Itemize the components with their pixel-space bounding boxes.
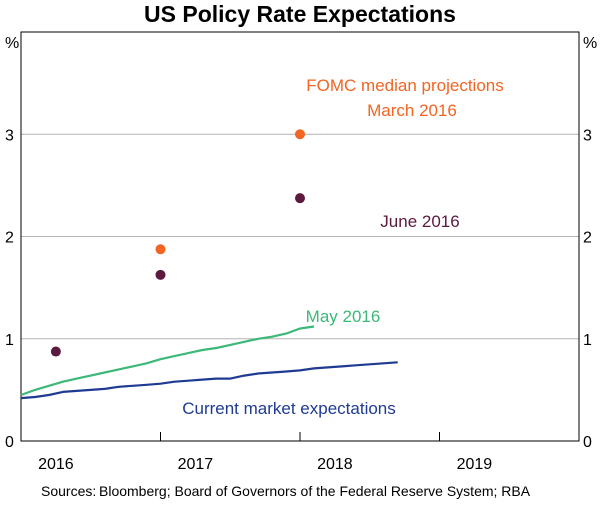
y-tick-label-left: 0 bbox=[5, 434, 14, 451]
annotation-label: May 2016 bbox=[306, 307, 381, 326]
gridlines bbox=[21, 133, 579, 441]
y-tick-label-left: 1 bbox=[5, 332, 14, 349]
chart-title: US Policy Rate Expectations bbox=[144, 1, 456, 27]
x-tick-label: 2016 bbox=[38, 456, 74, 473]
y-tick-label-left: 3 bbox=[5, 127, 14, 144]
series-line bbox=[20, 325, 315, 397]
annotation-label: Current market expectations bbox=[182, 399, 396, 418]
x-tick-label: 2017 bbox=[178, 456, 214, 473]
y-tick-label-right: 1 bbox=[583, 332, 592, 349]
series-point bbox=[295, 193, 305, 204]
y-unit-left: % bbox=[5, 35, 19, 52]
sources-note: Sources: Bloomberg; Board of Governors of… bbox=[41, 483, 561, 500]
sources-text: Bloomberg; Board of Governors of the Fed… bbox=[99, 483, 531, 499]
projection-dots bbox=[50, 129, 305, 357]
series-point bbox=[295, 129, 305, 140]
annotation-label: March 2016 bbox=[367, 101, 457, 120]
sources-label: Sources: bbox=[41, 483, 97, 499]
series-point bbox=[50, 346, 61, 357]
annotation-label: June 2016 bbox=[380, 212, 459, 231]
series-point bbox=[155, 244, 166, 255]
axis-ticks: 0 0 1 1 2 2 3 3 2016 2017 2018 2019 bbox=[5, 127, 592, 473]
y-tick-label-left: 2 bbox=[5, 230, 14, 247]
x-tick-label: 2019 bbox=[457, 456, 493, 473]
series-lines bbox=[20, 325, 398, 400]
series-point bbox=[155, 269, 166, 280]
annotation-label: FOMC median projections bbox=[306, 76, 503, 95]
annotations: FOMC median projections March 2016 June 20… bbox=[182, 76, 504, 418]
series-line bbox=[20, 361, 398, 400]
y-unit-right: % bbox=[583, 35, 597, 52]
y-tick-label-right: 2 bbox=[583, 230, 592, 247]
y-tick-label-right: 3 bbox=[583, 127, 592, 144]
plot-frame bbox=[20, 31, 580, 442]
x-tick-label: 2018 bbox=[317, 456, 353, 473]
y-tick-label-right: 0 bbox=[583, 434, 592, 451]
